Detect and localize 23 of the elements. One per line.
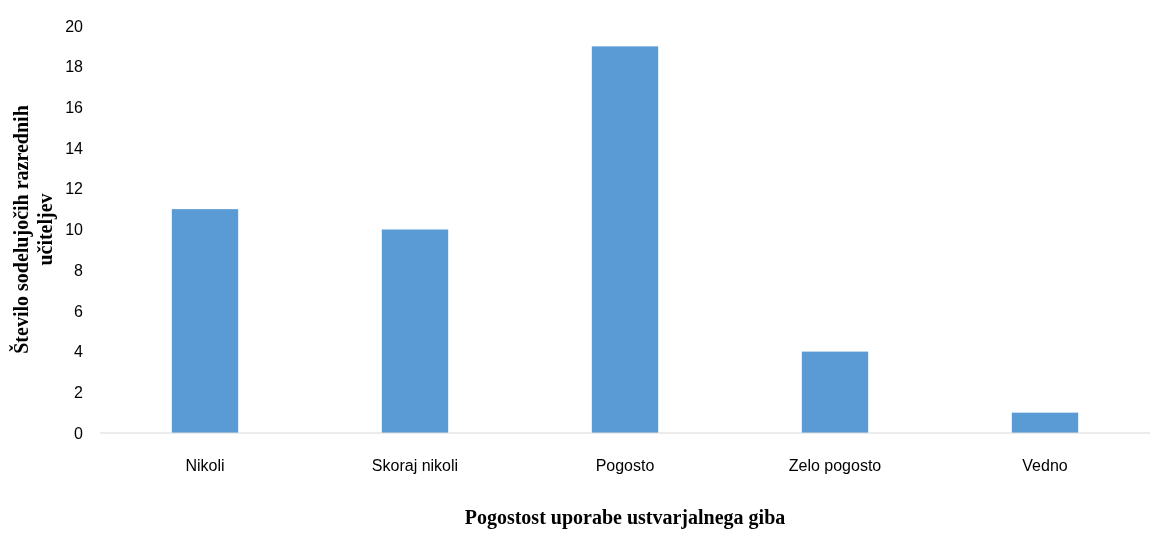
y-tick-label: 6 [74,302,84,320]
y-tick-label: 20 [65,17,84,35]
y-tick-label: 12 [65,180,84,198]
x-axis-title: Pogostost uporabe ustvarjalnega giba [464,506,786,529]
y-tick-label: 10 [65,221,84,239]
bar [801,351,869,433]
bar [171,209,239,433]
x-tick-label: Vedno [1022,457,1068,474]
y-tick-label: 14 [65,139,84,157]
y-axis-title: Število sodelujočih razrednih učiteljev [9,105,57,354]
x-tick-label: Zelo pogosto [788,457,882,474]
y-tick-label: 8 [74,261,84,279]
y-tick-label: 0 [74,424,84,442]
bar [1011,412,1079,433]
bar [591,46,659,433]
y-tick-label: 2 [74,383,84,401]
x-tick-label: Nikoli [185,457,225,474]
bar [381,229,449,433]
y-tick-label: 18 [65,58,84,76]
x-tick-label: Pogosto [595,457,655,474]
y-tick-label: 4 [74,343,84,361]
x-tick-label: Skoraj nikoli [371,457,459,474]
y-tick-label: 16 [65,99,84,116]
